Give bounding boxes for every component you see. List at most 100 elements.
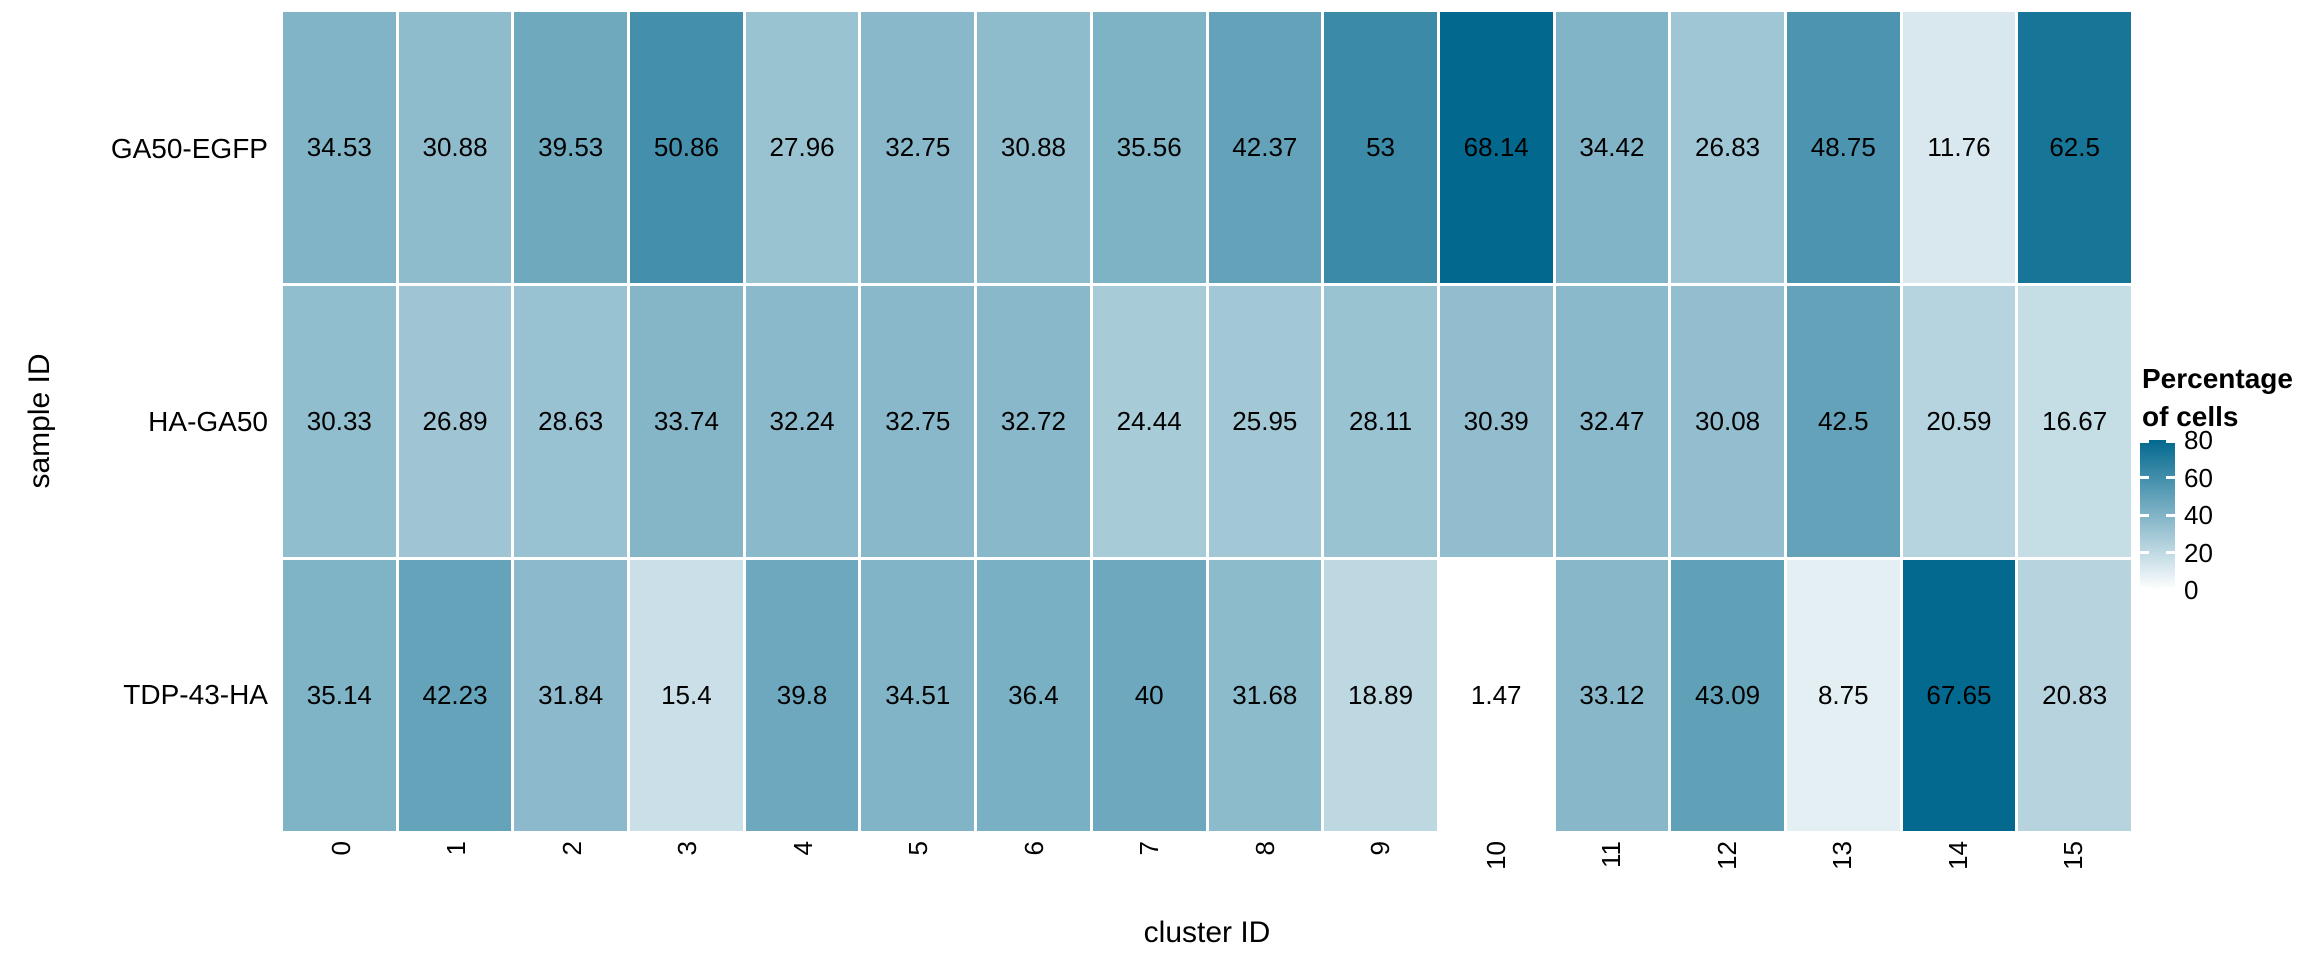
legend-tick-mark xyxy=(2140,587,2149,590)
heatmap-cell: 31.84 xyxy=(514,560,628,831)
heatmap-cell: 16.67 xyxy=(2018,286,2131,557)
legend-tick-mark xyxy=(2140,513,2149,517)
x-tick-label-text: 10 xyxy=(1480,841,1511,870)
x-tick-label: 6 xyxy=(1018,841,1049,913)
legend-tick-label: 40 xyxy=(2184,500,2213,530)
x-tick-label-text: 5 xyxy=(903,841,934,856)
heatmap-cell: 18.89 xyxy=(1324,560,1437,831)
y-tick-label: TDP-43-HA xyxy=(123,678,268,710)
heatmap-cell: 30.88 xyxy=(977,12,1090,283)
x-tick-label: 9 xyxy=(1365,841,1396,913)
legend-tick-mark xyxy=(2166,513,2175,517)
heatmap-cell: 67.65 xyxy=(1902,560,2016,831)
legend-tick-mark xyxy=(2166,440,2175,443)
legend-tick-label: 80 xyxy=(2184,425,2213,455)
heatmap-cell: 33.74 xyxy=(630,286,743,557)
x-tick-label: 0 xyxy=(325,841,356,913)
x-tick-label: 11 xyxy=(1596,841,1627,913)
heatmap-cell: 33.12 xyxy=(1555,560,1669,831)
heatmap-cell: 28.63 xyxy=(514,286,628,557)
x-tick-label: 14 xyxy=(1942,841,1973,913)
heatmap-cell: 68.14 xyxy=(1439,12,1553,283)
heatmap-cell: 35.56 xyxy=(1092,12,1206,283)
heatmap-cell: 39.8 xyxy=(745,560,859,831)
x-tick-label: 5 xyxy=(903,841,934,913)
x-tick-label-text: 3 xyxy=(672,841,703,856)
heatmap-cell: 42.23 xyxy=(398,560,512,831)
heatmap-cell: 35.14 xyxy=(283,560,396,831)
heatmap-cell: 32.24 xyxy=(745,286,859,557)
heatmap-cell: 62.5 xyxy=(2018,12,2131,283)
heatmap-cell: 32.75 xyxy=(861,12,975,283)
x-tick-label: 1 xyxy=(441,841,472,913)
x-tick-label: 15 xyxy=(2058,841,2089,913)
heatmap-grid: 34.53 30.88 39.53 50.86 27.96 32.75 30.88 35.56… xyxy=(283,12,2131,831)
heatmap-cell: 24.44 xyxy=(1092,286,1206,557)
legend-tick-mark xyxy=(2140,551,2149,554)
heatmap-cell: 20.59 xyxy=(1902,286,2016,557)
x-tick-label-text: 13 xyxy=(1827,841,1858,870)
heatmap-cell: 27.96 xyxy=(745,12,859,283)
heatmap-cell: 50.86 xyxy=(630,12,743,283)
legend-tick-mark xyxy=(2166,587,2175,590)
x-axis-title: cluster ID xyxy=(1143,916,1271,949)
legend-tick-mark xyxy=(2166,551,2175,554)
heatmap-cell: 42.37 xyxy=(1208,12,1322,283)
heatmap-cell: 42.5 xyxy=(1786,286,1900,557)
heatmap-cell: 32.47 xyxy=(1555,286,1669,557)
x-tick-label: 4 xyxy=(787,841,818,913)
x-tick-label-text: 14 xyxy=(1942,841,1973,870)
heatmap-cell: 28.11 xyxy=(1324,286,1437,557)
heatmap-cell: 32.75 xyxy=(861,286,975,557)
y-tick-label: GA50-EGFP xyxy=(110,132,268,164)
heatmap-cell: 34.53 xyxy=(283,12,396,283)
x-tick-label-text: 15 xyxy=(2058,841,2089,870)
x-tick-label-text: 2 xyxy=(556,841,587,856)
x-tick-label-text: 12 xyxy=(1711,841,1742,870)
legend-tick-mark xyxy=(2140,440,2149,443)
x-tick-label-text: 9 xyxy=(1365,841,1396,856)
legend-tick-label: 0 xyxy=(2184,575,2199,605)
heatmap-cell: 15.4 xyxy=(630,560,743,831)
heatmap-cell: 26.89 xyxy=(398,286,512,557)
heatmap-cell: 34.51 xyxy=(861,560,975,831)
legend-tick-mark xyxy=(2140,476,2149,479)
y-tick-label: HA-GA50 xyxy=(148,405,268,437)
heatmap-cell: 53 xyxy=(1324,12,1437,283)
x-tick-label: 2 xyxy=(556,841,587,913)
legend-title-line1: Percentage xyxy=(2142,363,2293,394)
legend-title: Percentage of cells xyxy=(2142,360,2293,436)
heatmap-cell: 48.75 xyxy=(1786,12,1900,283)
heatmap-cell: 1.47 xyxy=(1439,560,1553,831)
heatmap-cell: 40 xyxy=(1092,560,1206,831)
heatmap-cell: 20.83 xyxy=(2018,560,2131,831)
x-tick-label: 7 xyxy=(1134,841,1165,913)
x-tick-label-text: 4 xyxy=(787,841,818,856)
heatmap-cell: 26.83 xyxy=(1671,12,1784,283)
x-tick-label-text: 1 xyxy=(441,841,472,856)
legend-title-line2: of cells xyxy=(2142,401,2239,432)
heatmap-cell: 43.09 xyxy=(1671,560,1784,831)
heatmap-cell: 25.95 xyxy=(1208,286,1322,557)
x-tick-label-text: 6 xyxy=(1018,841,1049,856)
heatmap-cell: 34.42 xyxy=(1555,12,1669,283)
x-tick-label-text: 7 xyxy=(1134,841,1165,856)
legend-tick-label: 60 xyxy=(2184,462,2213,493)
heatmap-cell: 11.76 xyxy=(1902,12,2016,283)
x-tick-label-text: 11 xyxy=(1596,841,1627,868)
heatmap-cell: 36.4 xyxy=(977,560,1090,831)
heatmap-cell: 30.33 xyxy=(283,286,396,557)
x-tick-label: 3 xyxy=(672,841,703,913)
x-tick-label-text: 0 xyxy=(325,841,356,856)
heatmap-cell: 30.88 xyxy=(398,12,512,283)
x-tick-label: 8 xyxy=(1249,841,1280,913)
heatmap-cell: 8.75 xyxy=(1786,560,1900,831)
x-tick-label: 10 xyxy=(1480,841,1511,913)
heatmap-cell: 32.72 xyxy=(977,286,1090,557)
heatmap-cell: 30.39 xyxy=(1439,286,1553,557)
x-tick-label: 13 xyxy=(1827,841,1858,913)
heatmap-cell: 30.08 xyxy=(1671,286,1784,557)
x-tick-label-text: 8 xyxy=(1249,841,1280,856)
legend-tick-mark xyxy=(2166,476,2175,479)
